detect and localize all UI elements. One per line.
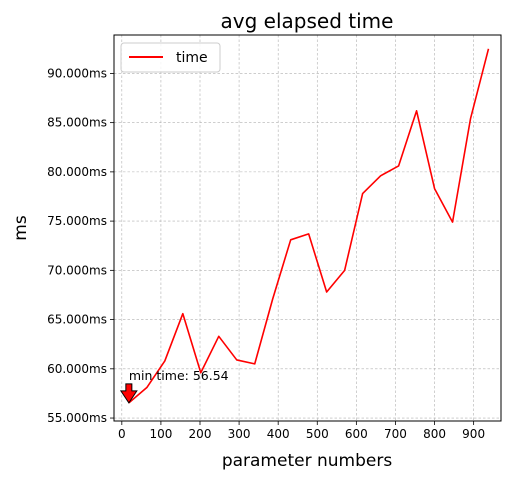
legend-box: [120, 42, 221, 73]
chart-title: avg elapsed time: [221, 9, 394, 33]
y-tick-label: 80.000ms: [47, 165, 107, 179]
series-layer: [128, 48, 490, 404]
x-tick-label: 0: [118, 427, 126, 441]
y-tick-label: 85.000ms: [47, 116, 107, 130]
y-tick-label: 75.000ms: [47, 214, 107, 228]
x-tick-label: 300: [228, 427, 251, 441]
x-tick-label: 900: [462, 427, 485, 441]
x-tick-label: 500: [306, 427, 329, 441]
annotation-label: min time: 56.54: [129, 368, 229, 383]
x-tick-label: 200: [189, 427, 212, 441]
grid: [114, 35, 501, 421]
x-tick-label: 100: [149, 427, 172, 441]
x-tick-label: 600: [345, 427, 368, 441]
x-tick-label: 400: [267, 427, 290, 441]
y-axis: 55.000ms 60.000ms 65.000ms 70.000ms 75.000ms…: [47, 66, 114, 425]
legend-label: time: [176, 50, 208, 66]
x-axis-title: parameter numbers: [222, 451, 393, 471]
annotation: min time: 56.54: [119, 368, 229, 404]
plot-area-frame: [113, 34, 502, 422]
legend: time: [120, 42, 221, 73]
x-axis: 0 100 200 300 400 500 600 700 800 900: [118, 421, 485, 441]
y-tick-label: 65.000ms: [47, 313, 107, 327]
x-tick-label: 700: [384, 427, 407, 441]
y-tick-label: 55.000ms: [47, 411, 107, 425]
y-tick-label: 60.000ms: [47, 362, 107, 376]
y-tick-label: 70.000ms: [47, 263, 107, 277]
y-axis-title: ms: [11, 215, 31, 241]
x-tick-label: 800: [423, 427, 446, 441]
annotation-arrow: [119, 383, 138, 404]
y-tick-label: 90.000ms: [47, 66, 107, 80]
